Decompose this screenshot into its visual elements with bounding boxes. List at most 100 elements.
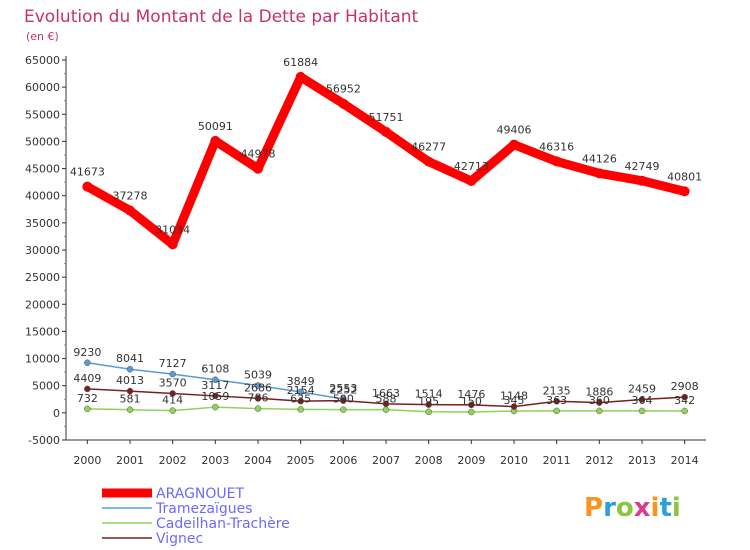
data-point	[126, 406, 134, 413]
data-point	[169, 390, 176, 397]
axes	[62, 56, 706, 444]
x-tick-label: 2009	[457, 454, 485, 467]
data-point	[638, 396, 646, 403]
data-point	[254, 395, 262, 402]
data-label: 44978	[241, 148, 276, 161]
data-point	[382, 406, 390, 413]
data-point	[254, 405, 262, 412]
series-0	[82, 71, 690, 250]
data-label: 46277	[411, 141, 446, 154]
x-tick-label: 2004	[244, 454, 272, 467]
y-tick-label: -5000	[28, 434, 60, 447]
y-tick-label: 50000	[25, 135, 60, 148]
proxiti-logo: Proxiti	[584, 493, 681, 523]
y-tick-label: 45000	[25, 163, 60, 176]
data-label: 732	[77, 392, 98, 405]
logo-letter: P	[584, 493, 603, 523]
data-label: 5039	[244, 369, 272, 382]
data-label: 363	[546, 394, 567, 407]
data-label: 61884	[283, 56, 318, 69]
data-label: 364	[632, 394, 653, 407]
y-tick-label: 35000	[25, 217, 60, 230]
data-label: 9230	[73, 346, 101, 359]
data-label: 4013	[116, 374, 144, 387]
data-label: 342	[674, 394, 695, 407]
data-label: 581	[120, 393, 141, 406]
data-point	[84, 405, 91, 413]
data-point	[297, 406, 304, 413]
data-label: 786	[248, 392, 269, 405]
chart-title: Evolution du Montant de la Dette par Hab…	[24, 7, 419, 27]
x-tick-label: 2007	[372, 454, 400, 467]
data-label: 2908	[671, 380, 699, 393]
data-point	[596, 407, 603, 415]
x-tick-label: 2002	[159, 454, 187, 467]
x-tick-label: 2014	[671, 454, 699, 467]
data-point	[468, 408, 475, 416]
y-tick-label: 40000	[25, 190, 60, 203]
data-point	[254, 382, 262, 389]
data-label: 46316	[539, 140, 574, 153]
data-label: 2135	[543, 384, 571, 397]
data-point	[212, 376, 219, 383]
y-tick-label: 60000	[25, 81, 60, 94]
data-point	[553, 407, 560, 415]
data-point	[126, 387, 134, 395]
data-point	[679, 186, 690, 197]
data-point	[212, 403, 219, 411]
legend-label: Tramezaïgues	[155, 501, 253, 517]
x-tick-label: 2005	[287, 454, 315, 467]
data-label: 150	[461, 395, 482, 408]
data-point	[84, 359, 91, 367]
logo-letter: t	[659, 493, 671, 523]
x-tick-label: 2011	[543, 454, 571, 467]
x-tick-label: 2013	[628, 454, 656, 467]
y-tick-label: 5000	[32, 380, 60, 393]
data-label: 635	[290, 392, 311, 405]
y-tick-label: 65000	[25, 54, 60, 67]
data-point	[297, 388, 304, 396]
data-labels-layer: 41673 37278 31034 50091 44978 61884 56952 51751…	[70, 56, 702, 408]
data-label: 2459	[628, 383, 656, 396]
data-label: 3117	[201, 379, 229, 392]
y-tick-label: 0	[53, 407, 60, 420]
data-label: 414	[162, 394, 183, 407]
data-point	[381, 126, 391, 137]
data-label: 49406	[497, 124, 532, 137]
data-label: 3570	[159, 376, 187, 389]
legend-label: Cadeilhan-Trachère	[156, 516, 290, 532]
data-label: 42749	[625, 160, 660, 173]
x-tick-labels: 2000 2001 2002 2003 2004 2005 2006 2007 2008 2009…	[73, 454, 698, 467]
x-tick-label: 2008	[415, 454, 443, 467]
data-point	[382, 400, 390, 408]
legend: ARAGNOUETTramezaïguesCadeilhan-TrachèreV…	[102, 486, 290, 547]
data-point	[338, 98, 349, 109]
data-label: 1476	[457, 388, 485, 401]
data-label: 8041	[116, 352, 144, 365]
data-label: 31034	[155, 223, 190, 236]
data-label: 1059	[201, 390, 229, 403]
data-point	[425, 408, 432, 416]
data-point	[210, 135, 221, 146]
data-point	[169, 370, 176, 378]
data-label: 2686	[244, 381, 272, 394]
data-point	[681, 407, 688, 415]
y-tick-labels: 6500060000550005000045000400003500030000…	[25, 54, 60, 447]
logo-letter: i	[672, 493, 681, 523]
y-tick-label: 10000	[25, 353, 60, 366]
series-layer	[82, 71, 690, 416]
data-point	[295, 71, 306, 82]
data-label: 41673	[70, 166, 105, 179]
data-label: 2252	[329, 384, 357, 397]
data-point	[681, 393, 688, 401]
data-label: 4409	[73, 372, 101, 385]
y-tick-label: 30000	[25, 244, 60, 257]
x-tick-label: 2012	[585, 454, 613, 467]
logo-letter: i	[651, 493, 660, 523]
data-point	[466, 175, 477, 186]
data-point	[169, 407, 176, 414]
y-tick-label: 55000	[25, 108, 60, 121]
series-3	[84, 385, 688, 410]
data-label: 40801	[667, 170, 702, 183]
